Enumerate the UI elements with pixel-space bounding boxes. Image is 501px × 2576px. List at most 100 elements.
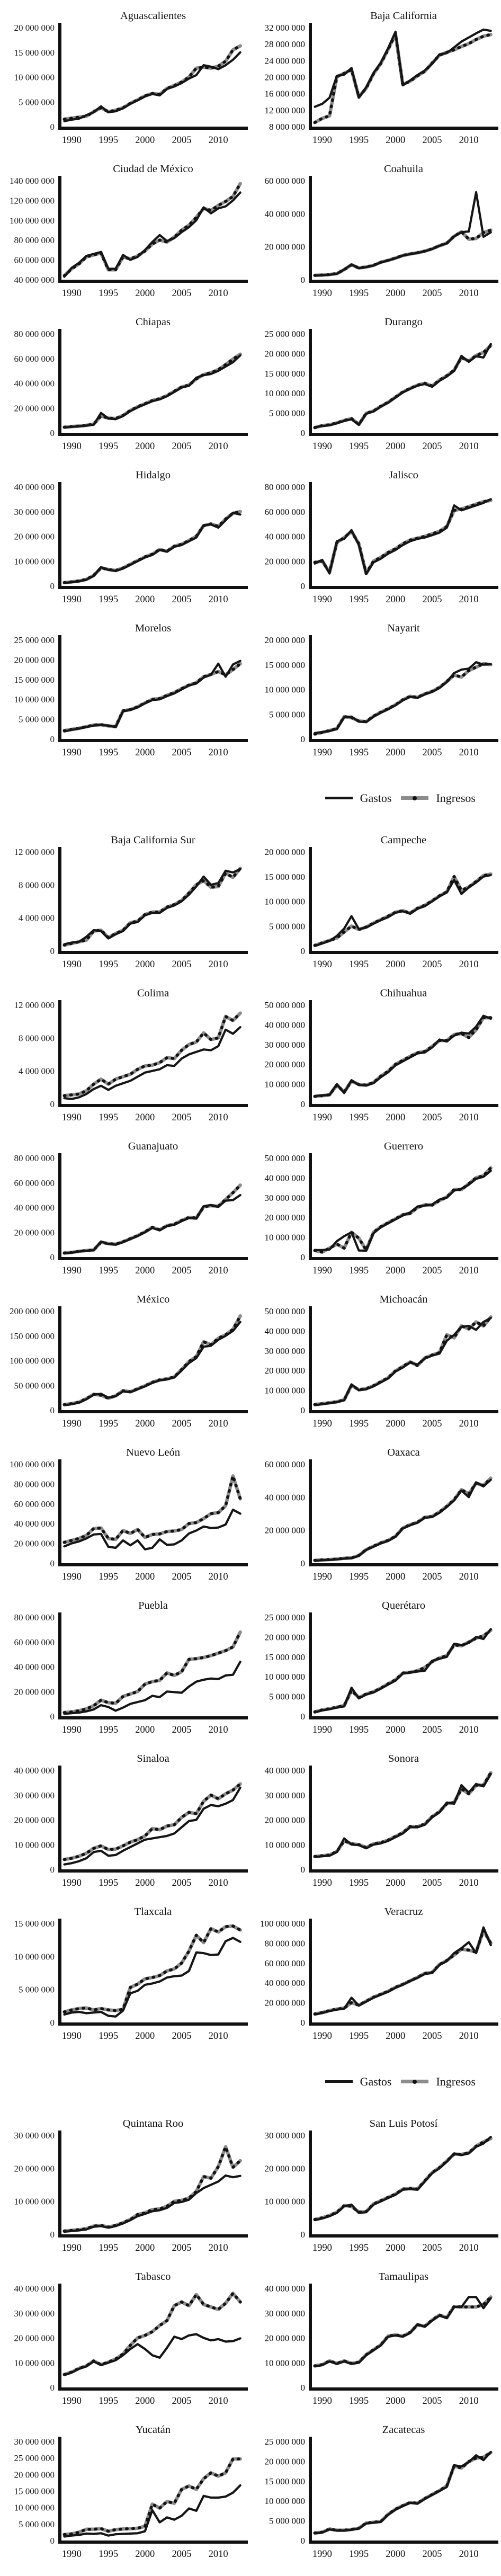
y-axis-tick-label: 150 000 000 <box>10 1331 55 1341</box>
y-axis-tick-label: 40 000 000 <box>14 2284 55 2294</box>
chart-row-11: Puebla 0 20 000 000 40 000 000 60 000 000 80 … <box>0 1593 501 1746</box>
ingresos-line <box>62 182 242 278</box>
y-axis-tick-label: 10 000 000 <box>14 1840 55 1850</box>
x-axis-tick-label: 2000 <box>135 1572 155 1582</box>
chart-canvas: Querétaro 0 5 000 000 10 000 000 15 000 000 2… <box>265 1600 498 1735</box>
legend-item-ingresos: Ingresos <box>401 792 476 804</box>
x-axis-tick-label: 2000 <box>386 1419 405 1429</box>
y-axis <box>309 1766 312 1873</box>
y-axis-tick-label: 100 000 000 <box>10 216 55 226</box>
x-axis <box>309 433 498 436</box>
x-axis-tick-label: 1995 <box>349 1725 369 1735</box>
chart-canvas: Tabasco 0 10 000 000 20 000 000 30 000 000 40… <box>14 2271 248 2406</box>
x-axis <box>309 1869 498 1873</box>
y-axis-tick-label: 15 000 000 <box>265 2476 306 2486</box>
chart-canvas: Morelos 0 5 000 000 10 000 000 15 000 000 20 … <box>14 622 248 758</box>
y-axis-tick-label: 80 000 000 <box>14 1612 55 1623</box>
y-axis-tick-label: 20 000 000 <box>14 1227 55 1237</box>
y-axis-tick-label: 0 <box>301 1405 306 1415</box>
ingresos-line <box>62 1314 242 1406</box>
y-axis-tick-label: 15 000 000 <box>265 369 306 379</box>
gastos-line <box>314 873 492 947</box>
ingresos-line <box>313 872 493 947</box>
y-axis-tick-label: 10 000 000 <box>265 2358 306 2368</box>
y-axis-tick-label: 40 000 000 <box>14 1766 55 1776</box>
x-axis-tick-label: 2000 <box>135 1419 155 1429</box>
y-axis-tick-label: 40 000 000 <box>265 1766 306 1776</box>
x-axis-tick-label: 2005 <box>422 1265 442 1276</box>
chart-title: Tlaxcala <box>135 1906 172 1918</box>
y-axis-tick-label: 20 000 000 <box>14 2163 55 2173</box>
chart-title: Chihuahua <box>380 987 427 999</box>
x-axis-tick-label: 2000 <box>386 747 405 758</box>
x-axis-tick-label: 1990 <box>312 1572 332 1582</box>
y-axis-tick-label: 0 <box>301 2536 306 2546</box>
gastos-line <box>63 659 241 733</box>
x-axis-tick-label: 2000 <box>135 747 155 758</box>
y-axis-tick-label: 20 000 000 <box>265 847 306 857</box>
x-axis-tick-label: 2005 <box>172 594 191 605</box>
y-axis-tick-label: 30 000 000 <box>14 2131 55 2141</box>
chart-sonora: Sonora 0 10 000 000 20 000 000 30 000 000 40 … <box>250 1746 501 1899</box>
y-axis-tick-label: 80 000 000 <box>14 1479 55 1489</box>
x-axis <box>58 2541 248 2544</box>
x-axis-tick-label: 2010 <box>459 1725 479 1735</box>
x-axis <box>58 739 248 742</box>
x-axis-tick-label: 2005 <box>422 594 442 605</box>
x-axis-tick-label: 2010 <box>209 1112 228 1123</box>
x-axis-tick-label: 1990 <box>62 135 82 146</box>
x-axis-tick-label: 1990 <box>62 1572 82 1582</box>
ingresos-line-dashes <box>313 872 493 947</box>
x-axis-tick-label: 2000 <box>135 959 155 970</box>
chart-canvas: Guanajuato 0 20 000 000 40 000 000 60 000 00… <box>14 1140 248 1276</box>
x-axis-tick-label: 2010 <box>459 135 479 146</box>
y-axis-tick-label: 20 000 000 <box>265 1815 306 1825</box>
chart-row-13: Tlaxcala 0 5 000 000 10 000 000 15 000 000 19… <box>0 1899 501 2052</box>
y-axis-tick-label: 10 000 000 <box>265 1672 306 1682</box>
chart-canvas: Jalisco 0 20 000 000 40 000 000 60 000 000 80… <box>265 469 498 605</box>
y-axis-tick-label: 30 000 000 <box>265 2308 306 2319</box>
y-axis-tick-label: 40 000 000 <box>14 1203 55 1213</box>
chart-row-14: Quintana Roo 0 10 000 000 20 000 000 30 000 … <box>0 2111 501 2264</box>
x-axis-tick-label: 1995 <box>99 441 118 452</box>
y-axis-tick-label: 15 000 000 <box>14 675 55 685</box>
x-axis-tick-label: 2010 <box>209 2031 228 2042</box>
ingresos-line <box>313 1315 493 1406</box>
x-axis-tick-label: 1990 <box>62 2396 82 2406</box>
chart-sinaloa: Sinaloa 0 10 000 000 20 000 000 30 000 000 40… <box>0 1746 250 1899</box>
chart-canvas: Chihuahua 0 10 000 000 20 000 000 30 000 000… <box>265 987 498 1123</box>
x-axis <box>58 1563 248 1566</box>
x-axis-tick-label: 1995 <box>349 135 369 146</box>
gastos-line <box>314 1170 492 1252</box>
chart-morelos: Morelos 0 5 000 000 10 000 000 15 000 000 20 … <box>0 616 250 769</box>
y-axis-tick-label: 80 000 000 <box>14 235 55 245</box>
y-axis-tick-label: 5 000 000 <box>269 1692 305 1702</box>
x-axis-tick-label: 2010 <box>209 594 228 605</box>
x-axis-tick-label: 2010 <box>459 2396 479 2406</box>
ingresos-line <box>313 1016 493 1099</box>
x-axis-tick-label: 2005 <box>172 135 191 146</box>
y-axis-tick-label: 40 000 000 <box>14 482 55 492</box>
x-axis-tick-label: 2000 <box>386 959 405 970</box>
ingresos-line-dashes <box>313 1929 493 2016</box>
ingresos-line <box>62 1474 242 1544</box>
y-axis-tick-label: 20 000 000 <box>265 242 306 252</box>
gastos-legend-label: Gastos <box>360 2074 392 2088</box>
y-axis <box>58 1766 61 1873</box>
y-axis-tick-label: 15 000 000 <box>14 2486 55 2497</box>
y-axis-tick-label: 0 <box>301 946 306 956</box>
x-axis-tick-label: 1990 <box>62 1112 82 1123</box>
x-axis-tick-label: 2000 <box>386 2031 405 2042</box>
x-axis-tick-label: 2005 <box>172 1878 191 1888</box>
x-axis-tick-label: 2005 <box>422 1725 442 1735</box>
x-axis <box>309 2387 498 2391</box>
y-axis-tick-label: 0 <box>50 1712 55 1722</box>
ingresos-line-dashes <box>62 1474 242 1544</box>
x-axis-tick-label: 2010 <box>209 2243 228 2253</box>
x-axis-tick-label: 1990 <box>312 747 332 758</box>
chart-title: Tamaulipas <box>379 2271 428 2283</box>
x-axis-tick-label: 2000 <box>135 2396 155 2406</box>
x-axis-tick-label: 2000 <box>386 594 405 605</box>
x-axis <box>58 586 248 589</box>
chart-michoacan: Michoacán 0 10 000 000 20 000 000 30 000 000… <box>250 1287 501 1440</box>
